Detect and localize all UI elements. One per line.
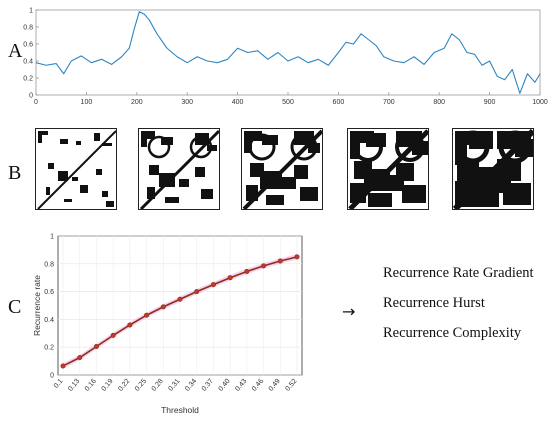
y-tick-label-a: 0.6 [23,42,33,49]
y-tick-label-c: 0.8 [44,261,54,268]
data-point-c [277,258,283,264]
data-point-c [227,275,233,281]
recurrence-plot-4 [347,128,429,210]
x-tick-label-c: 0.22 [117,378,131,393]
x-tick-label-a: 500 [282,99,294,106]
data-point-c [177,296,183,302]
measure-recurrence-rate-gradient: Recurrence Rate Gradient [383,265,534,281]
y-tick-label-a: 0 [29,93,33,100]
x-tick-label-a: 200 [131,99,143,106]
data-point-c [160,304,166,310]
x-tick-label-c: 0.28 [151,378,165,393]
x-tick-label-c: 0.34 [184,378,198,393]
panel-label-c: C [8,296,22,318]
y-tick-label-c: 0.4 [44,317,54,324]
x-axis-label-c: Threshold [161,405,199,415]
x-tick-label-c: 0.31 [167,378,181,393]
x-tick-label-c: 0.40 [218,378,232,393]
y-tick-label-c: 1 [50,234,54,241]
measure-recurrence-complexity: Recurrence Complexity [383,325,522,341]
x-tick-label-c: 0.13 [67,378,81,393]
x-tick-label-c: 0.1 [53,378,65,390]
data-point-c [77,355,83,361]
y-axis-label-c: Recurrence rate [32,275,42,336]
y-tick-label-a: 1 [29,8,33,15]
x-tick-label-a: 100 [81,99,93,106]
arrow-icon: → [342,302,356,321]
x-tick-label-a: 0 [34,99,38,106]
y-tick-label-a: 0.4 [23,59,33,66]
y-tick-label-a: 0.8 [23,25,33,32]
recurrence-plot-5 [452,128,534,210]
data-point-c [210,282,216,288]
x-tick-label-c: 0.16 [84,378,98,393]
plot-frame-a [35,9,541,96]
data-point-c [127,322,133,328]
x-tick-label-c: 0.25 [134,378,148,393]
x-tick-label-c: 0.52 [284,378,298,393]
x-tick-label-a: 1000 [532,99,548,106]
x-tick-label-c: 0.19 [101,378,115,393]
y-tick-label-c: 0.2 [44,345,54,352]
y-tick-label-a: 0.2 [23,76,33,83]
data-point-c [261,263,267,269]
y-tick-label-c: 0.6 [44,289,54,296]
x-tick-label-a: 300 [181,99,193,106]
data-point-c [144,312,150,318]
data-point-c [93,344,99,350]
recurrence-plot-3 [241,128,323,210]
x-tick-label-a: 900 [484,99,496,106]
confidence-band-c [63,254,297,369]
recurrence-plot-2 [138,128,220,210]
x-tick-label-c: 0.37 [201,378,215,393]
panel-label-b: B [8,162,22,184]
recurrence-rate-chart: 0 0.2 0.4 0.6 0.8 1 0.1 0.13 0.16 0.19 0.22 0.25 0.2… [32,234,303,415]
y-tick-label-c: 0 [50,373,54,380]
panel-label-a: A [8,40,23,62]
data-point-c [60,363,66,369]
data-point-c [244,268,250,274]
x-tick-label-a: 600 [333,99,345,106]
x-tick-label-c: 0.49 [268,378,282,393]
series-line-a [35,11,541,94]
data-point-c [194,289,200,295]
x-tick-label-a: 700 [383,99,395,106]
x-tick-label-c: 0.43 [234,378,248,393]
data-point-c [294,254,300,260]
data-point-c [110,332,116,338]
x-tick-label-a: 800 [433,99,445,106]
time-series-chart: 0 0.2 0.4 0.6 0.8 1 0 100 200 300 400 500 600 700 800 9… [23,8,548,107]
measures-list: Recurrence Rate Gradient Recurrence Hurs… [383,258,534,348]
x-tick-label-c: 0.46 [251,378,265,393]
measure-recurrence-hurst: Recurrence Hurst [383,295,485,311]
x-tick-label-a: 400 [232,99,244,106]
recurrence-plot-1 [35,128,117,210]
